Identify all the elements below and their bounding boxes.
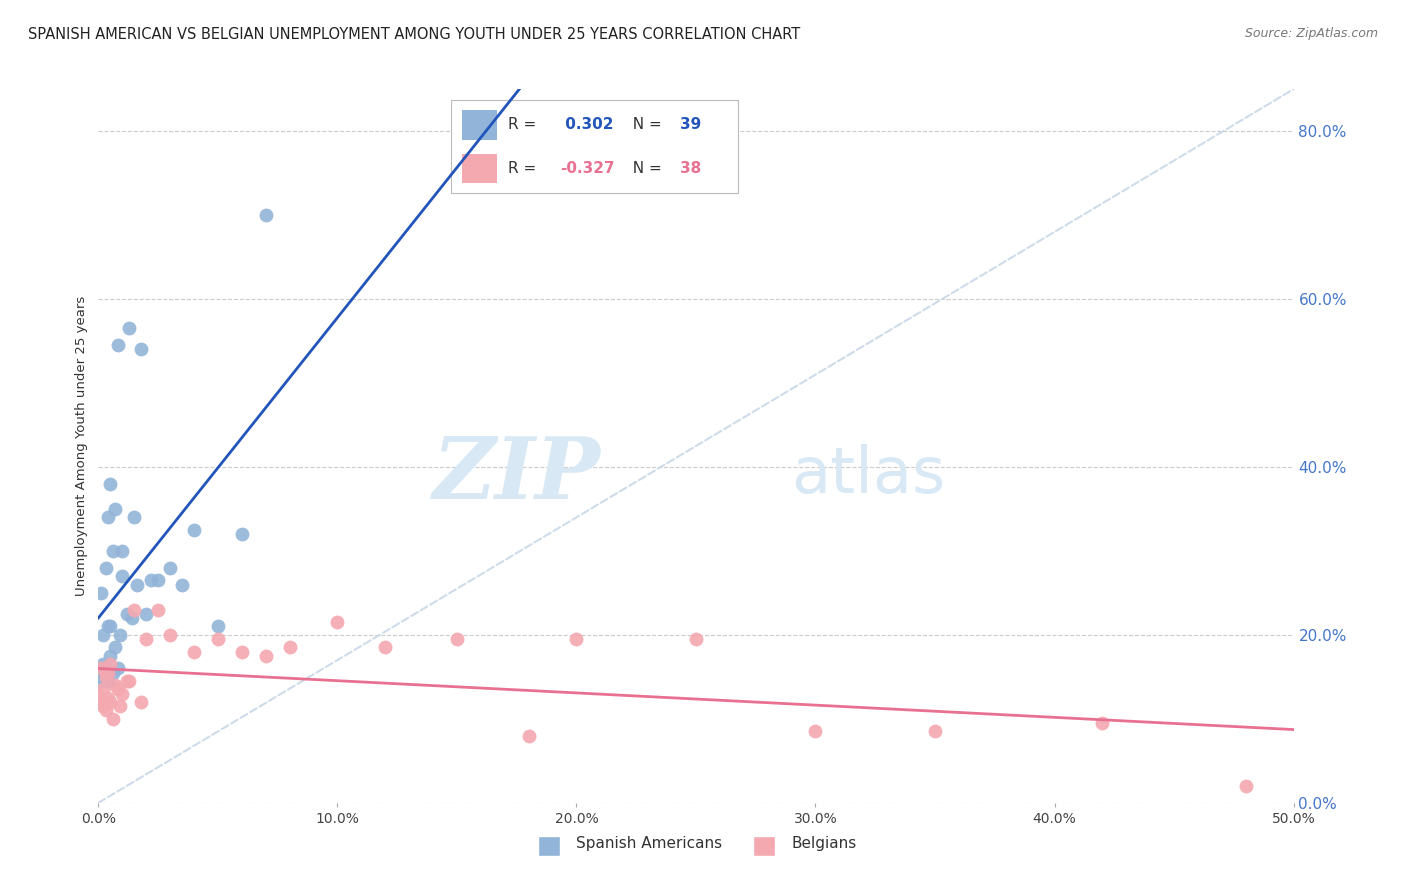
Point bbox=[94, 674, 117, 689]
Point bbox=[97, 665, 120, 680]
FancyBboxPatch shape bbox=[754, 836, 775, 856]
Point bbox=[115, 607, 138, 621]
Point bbox=[98, 695, 122, 709]
Point bbox=[111, 544, 134, 558]
Point bbox=[125, 577, 148, 591]
Text: SPANISH AMERICAN VS BELGIAN UNEMPLOYMENT AMONG YOUTH UNDER 25 YEARS CORRELATION : SPANISH AMERICAN VS BELGIAN UNEMPLOYMENT… bbox=[28, 27, 800, 42]
Point bbox=[107, 661, 129, 675]
Point bbox=[446, 632, 468, 646]
Point bbox=[94, 661, 117, 675]
Point bbox=[231, 645, 253, 659]
Point bbox=[124, 510, 146, 524]
Point bbox=[104, 678, 127, 692]
Point bbox=[97, 510, 120, 524]
Point bbox=[111, 569, 134, 583]
Y-axis label: Unemployment Among Youth under 25 years: Unemployment Among Youth under 25 years bbox=[75, 296, 89, 596]
Point bbox=[118, 321, 141, 335]
Point bbox=[148, 603, 170, 617]
Point bbox=[159, 628, 181, 642]
Point bbox=[231, 527, 253, 541]
Point bbox=[207, 619, 229, 633]
Text: Spanish Americans: Spanish Americans bbox=[576, 836, 723, 851]
Point bbox=[91, 682, 114, 697]
Point bbox=[104, 502, 127, 516]
Point bbox=[97, 619, 120, 633]
Point bbox=[124, 603, 146, 617]
Text: atlas: atlas bbox=[792, 443, 946, 506]
Point bbox=[139, 574, 162, 588]
Point bbox=[91, 628, 114, 642]
Point bbox=[172, 577, 194, 591]
Point bbox=[97, 674, 120, 689]
Point bbox=[97, 690, 120, 705]
Point bbox=[101, 712, 124, 726]
Point bbox=[98, 657, 122, 672]
Point bbox=[135, 632, 157, 646]
Point bbox=[108, 628, 131, 642]
Point bbox=[98, 476, 122, 491]
Point bbox=[118, 674, 141, 689]
Point bbox=[90, 586, 112, 600]
Point bbox=[278, 640, 301, 655]
Point bbox=[108, 699, 131, 714]
Point bbox=[183, 523, 205, 537]
Point bbox=[98, 648, 122, 663]
Point bbox=[131, 343, 153, 357]
Point bbox=[91, 699, 114, 714]
Point bbox=[159, 560, 181, 574]
Point bbox=[565, 632, 588, 646]
Point bbox=[87, 665, 110, 680]
Point bbox=[107, 682, 129, 697]
Point bbox=[326, 615, 349, 630]
Point bbox=[104, 640, 127, 655]
Point bbox=[101, 665, 124, 680]
Point bbox=[924, 724, 946, 739]
Point bbox=[121, 611, 143, 625]
Point bbox=[685, 632, 707, 646]
Point bbox=[111, 687, 134, 701]
Point bbox=[90, 661, 112, 675]
Point bbox=[135, 607, 157, 621]
Point bbox=[1091, 716, 1114, 731]
Text: Belgians: Belgians bbox=[792, 836, 856, 851]
Point bbox=[131, 695, 153, 709]
Point bbox=[94, 670, 117, 684]
Point bbox=[94, 560, 117, 574]
Point bbox=[207, 632, 229, 646]
Point bbox=[90, 674, 112, 689]
Point bbox=[91, 670, 114, 684]
Point bbox=[517, 729, 540, 743]
Point bbox=[107, 338, 129, 352]
Point bbox=[254, 208, 277, 222]
Point bbox=[1234, 779, 1257, 793]
Text: Source: ZipAtlas.com: Source: ZipAtlas.com bbox=[1244, 27, 1378, 40]
FancyBboxPatch shape bbox=[538, 836, 560, 856]
Text: ZIP: ZIP bbox=[433, 433, 600, 516]
Point bbox=[94, 703, 117, 717]
Point bbox=[374, 640, 396, 655]
Point bbox=[98, 619, 122, 633]
Point bbox=[87, 687, 110, 701]
Point bbox=[115, 674, 138, 689]
Point bbox=[101, 544, 124, 558]
Point bbox=[804, 724, 827, 739]
Point bbox=[254, 648, 277, 663]
Point bbox=[148, 574, 170, 588]
Point bbox=[90, 695, 112, 709]
Point bbox=[91, 657, 114, 672]
Point bbox=[183, 645, 205, 659]
